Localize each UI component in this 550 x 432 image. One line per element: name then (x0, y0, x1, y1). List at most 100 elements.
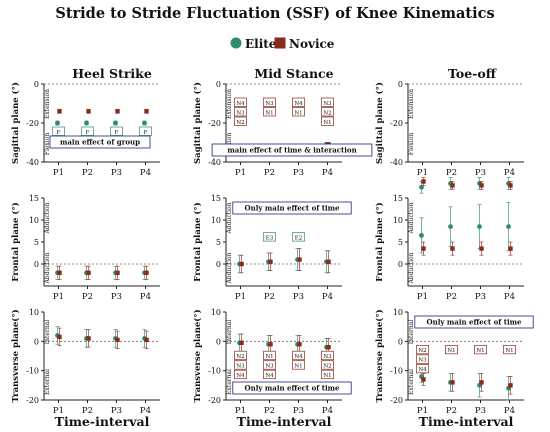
data-point-novice (115, 337, 120, 343)
data-point-novice (421, 246, 426, 251)
x-tick-label: P2 (264, 168, 275, 178)
data-point-novice (115, 109, 120, 114)
significance-marker: N1 (265, 354, 273, 360)
x-tick-label: P2 (264, 406, 275, 416)
significance-marker: N2 (323, 364, 331, 370)
direction-label-lower: Abduction (44, 252, 51, 284)
x-tick-label: P4 (140, 406, 151, 416)
y-tick-label: 0 (398, 260, 403, 269)
significance-marker: F (57, 130, 61, 136)
annotation-box (232, 381, 352, 395)
data-point-elite (506, 224, 511, 230)
data-point-novice (326, 259, 331, 264)
direction-label-upper: Extension (44, 89, 51, 119)
data-point-novice (297, 257, 302, 262)
y-tick-label: 0 (398, 337, 403, 346)
x-tick-label: P1 (53, 406, 64, 416)
significance-marker: F (115, 130, 119, 136)
significance-marker: N3 (236, 110, 245, 116)
significance-marker: N4 (265, 373, 274, 379)
x-tick-label: P4 (322, 406, 333, 416)
x-tick-label: P1 (235, 406, 246, 416)
y-tick-label: 5 (398, 238, 403, 247)
data-point-novice (450, 183, 455, 188)
annotation-box (232, 201, 352, 215)
y-tick-label: 10 (211, 308, 221, 317)
y-tick-label: 0 (34, 80, 39, 89)
x-axis-label: Time-interval (55, 414, 150, 429)
significance-marker: N4 (236, 373, 245, 379)
significance-marker: F (86, 130, 90, 136)
significance-marker: N1 (476, 348, 484, 354)
direction-label-lower: External (226, 369, 233, 395)
data-point-novice (508, 246, 513, 251)
significance-marker-box (52, 126, 65, 136)
x-tick-label: P3 (111, 406, 122, 416)
significance-marker-box (234, 107, 247, 117)
significance-marker: E3 (266, 235, 274, 241)
significance-marker: N4 (236, 101, 245, 107)
data-point-novice (268, 259, 273, 264)
legend-marker-novice (274, 37, 286, 49)
data-point-novice (479, 380, 484, 385)
direction-label-upper: Extension (226, 89, 233, 119)
significance-marker: N3 (418, 358, 427, 364)
y-tick-label: 10 (211, 216, 221, 225)
x-tick-label: P3 (111, 168, 122, 178)
data-point-novice (115, 270, 120, 275)
significance-marker-box (81, 126, 94, 136)
direction-label-upper: Adduction (408, 202, 415, 234)
significance-marker-box (321, 107, 334, 117)
y-tick-label: 15 (393, 194, 403, 203)
y-axis-label: Sagittal plane (°) (192, 82, 203, 164)
y-tick-label: -20 (208, 119, 221, 128)
significance-marker: N4 (294, 354, 303, 360)
significance-marker: N2 (236, 354, 244, 360)
significance-marker: F (144, 130, 148, 136)
x-tick-label: P4 (322, 168, 333, 178)
y-tick-label: -20 (390, 396, 403, 405)
significance-marker: N4 (294, 101, 303, 107)
y-tick-label: 5 (216, 238, 221, 247)
y-tick-label: 10 (29, 308, 39, 317)
direction-label-upper: Internal (44, 320, 51, 345)
data-point-novice (86, 270, 91, 275)
annotation-text: Only main effect of time (245, 204, 340, 213)
y-axis-label: Transverse plane(°) (192, 309, 203, 402)
significance-marker-box (416, 354, 429, 364)
data-point-novice (144, 270, 149, 275)
y-tick-label: -40 (390, 158, 403, 167)
data-point-elite (448, 224, 453, 230)
y-tick-label: 5 (34, 238, 39, 247)
x-axis-label: Time-interval (419, 414, 514, 429)
significance-marker-box (445, 344, 458, 355)
direction-label-upper: Extension (408, 89, 415, 119)
x-tick-label: P1 (235, 168, 246, 178)
direction-label-upper: Adduction (226, 202, 233, 234)
x-tick-label: P1 (417, 292, 428, 302)
y-tick-label: -10 (390, 367, 403, 376)
direction-label-lower: External (44, 369, 51, 395)
y-axis-label: Transverse plane(°) (10, 309, 21, 402)
x-tick-label: P1 (417, 406, 428, 416)
y-axis-label: Transverse plane(°) (374, 309, 385, 402)
data-point-novice (421, 179, 426, 184)
column-title: Heel Strike (72, 66, 152, 81)
y-tick-label: 0 (398, 80, 403, 89)
significance-marker-box (321, 116, 334, 126)
significance-marker-box (292, 360, 305, 370)
data-point-novice (326, 345, 331, 350)
x-tick-label: P2 (82, 406, 93, 416)
y-tick-label: -20 (26, 119, 39, 128)
x-tick-label: P3 (475, 406, 486, 416)
y-tick-label: -40 (26, 158, 39, 167)
data-point-novice (57, 334, 62, 340)
x-tick-label: P2 (264, 292, 275, 302)
data-point-novice (57, 109, 62, 114)
data-point-novice (297, 342, 302, 347)
x-tick-label: P2 (446, 168, 457, 178)
significance-marker-box (292, 97, 305, 107)
significance-marker: N1 (294, 110, 302, 116)
y-axis-label: Sagittal plane (°) (10, 82, 21, 164)
